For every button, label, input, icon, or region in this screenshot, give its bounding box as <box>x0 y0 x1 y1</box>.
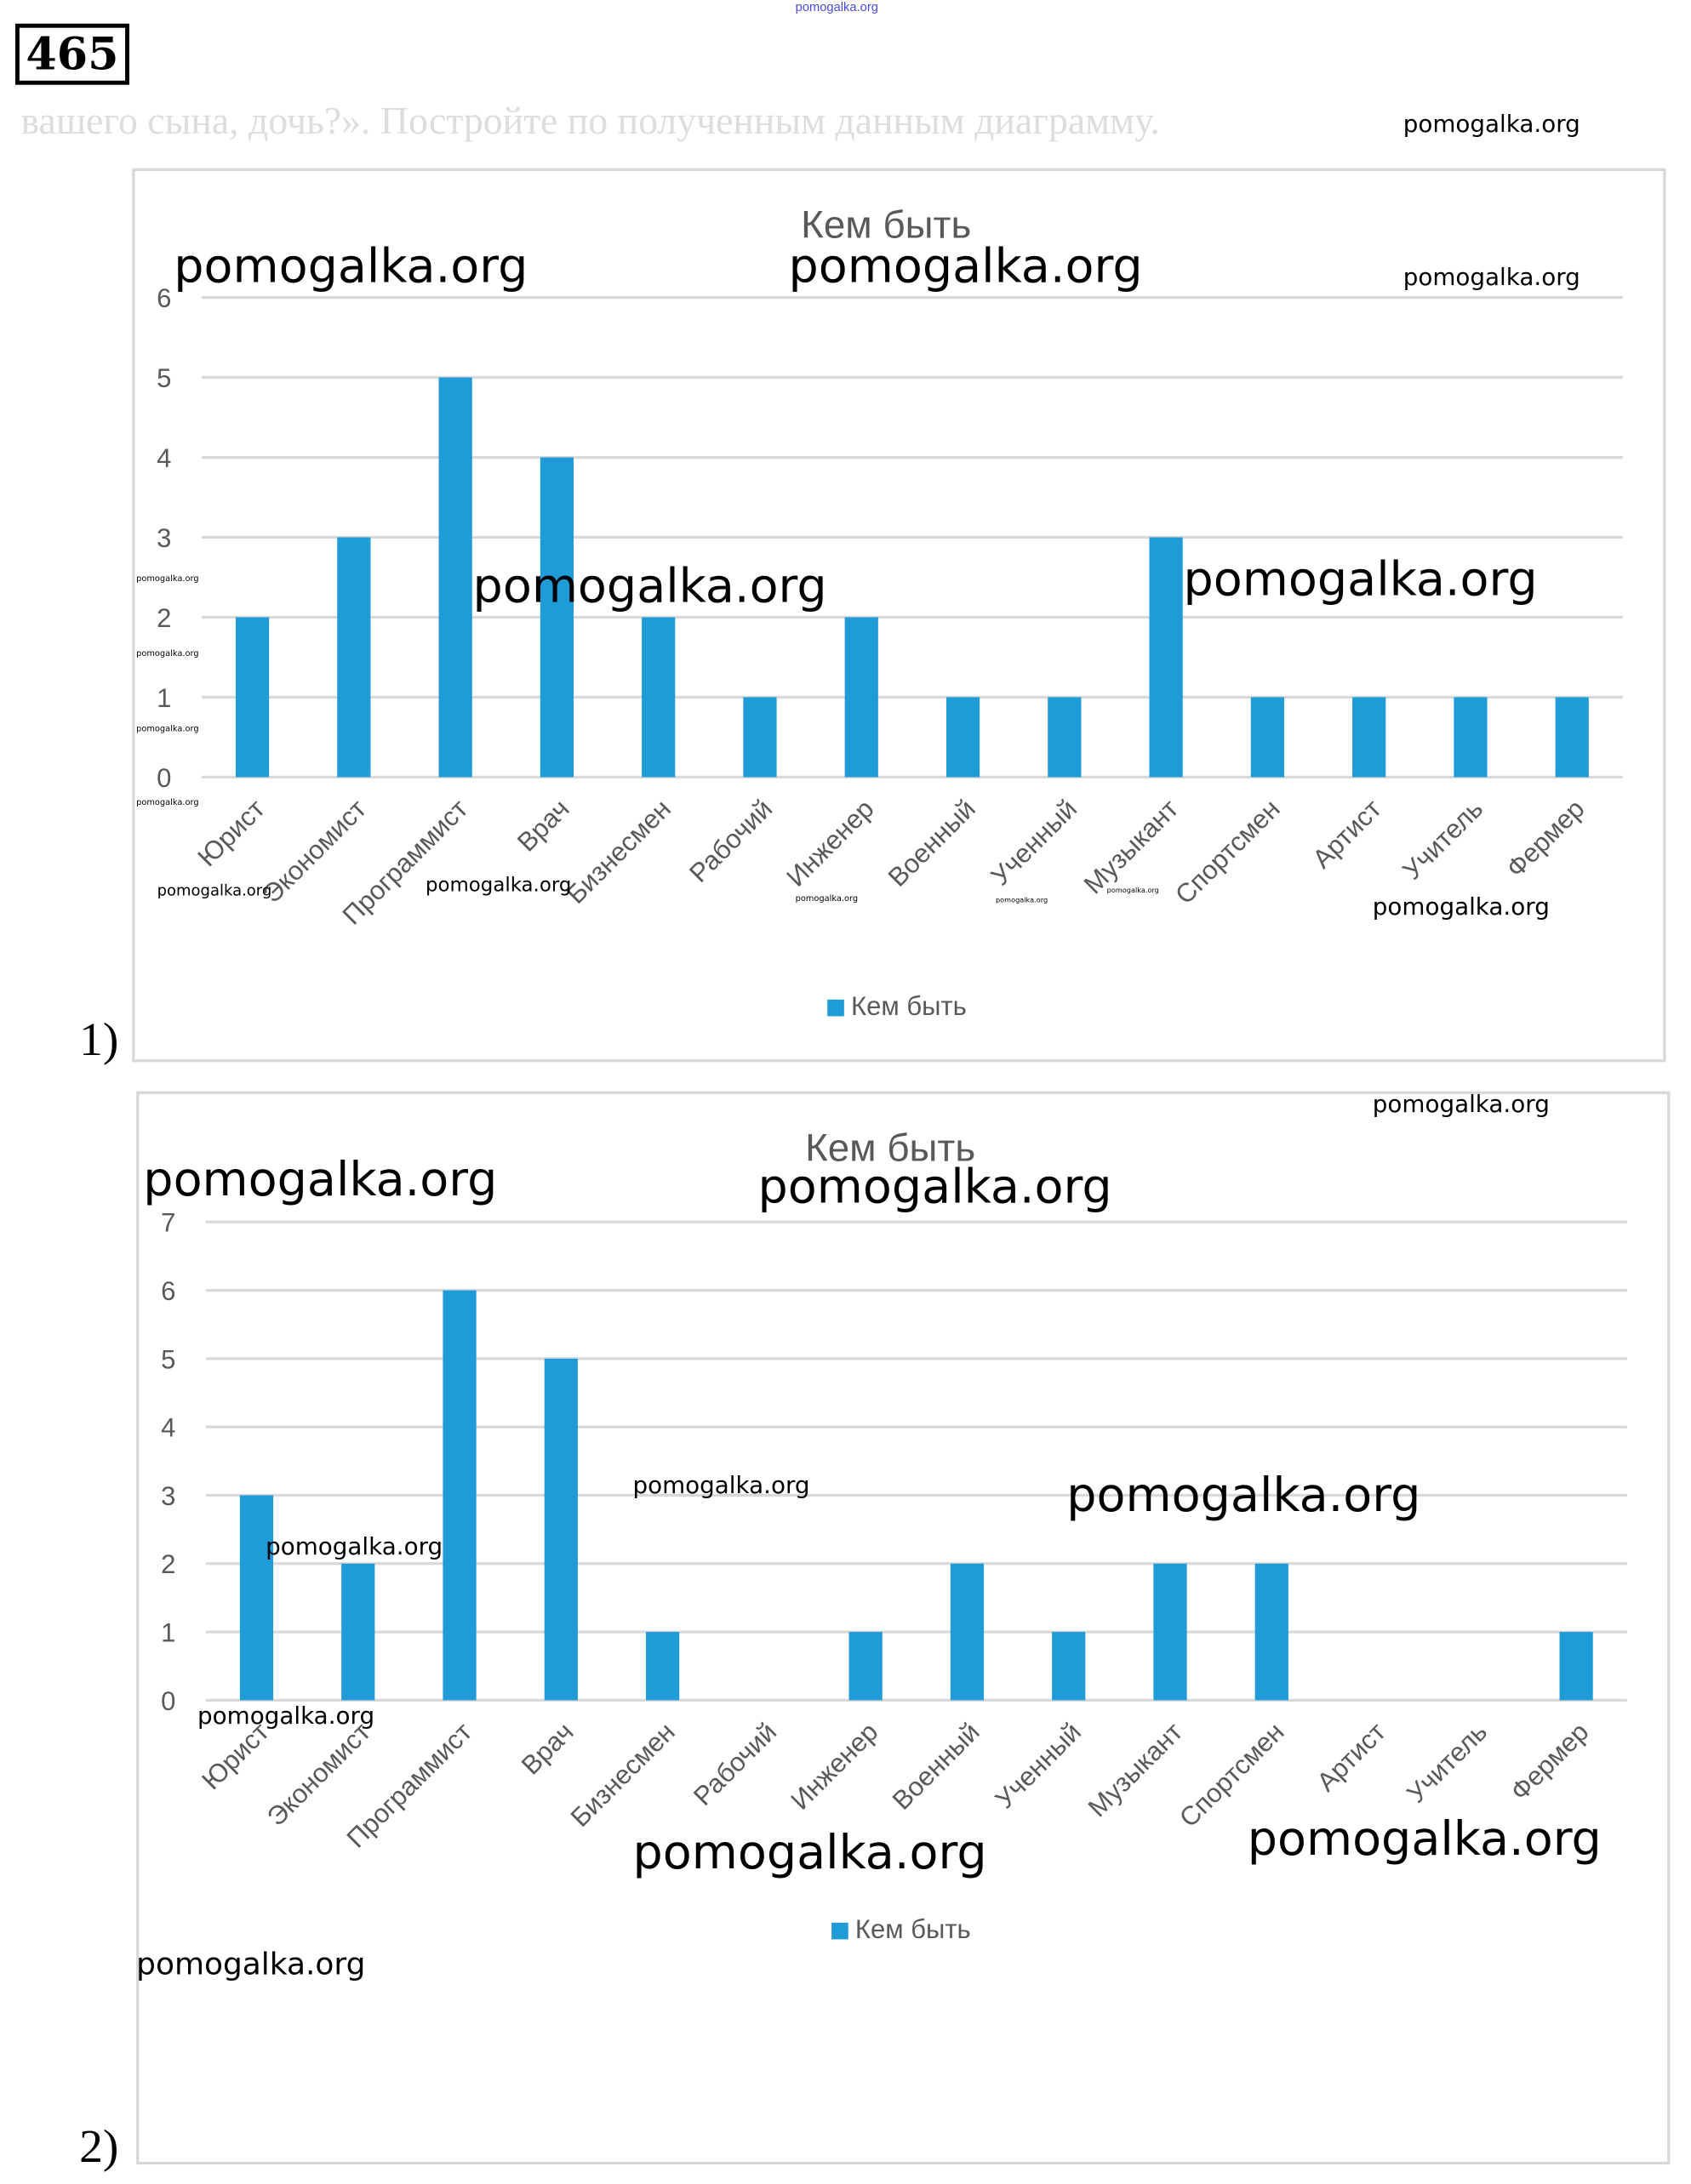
watermark: pomogalka.org <box>1372 1091 1550 1120</box>
legend-label: Кем быть <box>854 1915 971 1945</box>
x-tick-label: Фермер <box>1505 1717 1594 1806</box>
bar-Инженер <box>848 1632 883 1701</box>
bar-Юрист <box>239 1495 274 1701</box>
site-link[interactable]: pomogalka.org <box>795 0 878 14</box>
watermark: pomogalka.org <box>136 1947 366 1983</box>
legend-swatch <box>831 1922 848 1940</box>
legend-swatch <box>827 999 844 1017</box>
y-tick-label: 2 <box>161 1549 175 1579</box>
watermark: pomogalka.org <box>143 1152 498 1208</box>
y-tick-label: 6 <box>157 283 171 313</box>
watermark: pomogalka.org <box>632 1472 810 1501</box>
x-tick-label: Врач <box>516 1717 580 1781</box>
faded-prompt-text: вашего сына, дочь?». Постройте по получе… <box>20 100 1160 144</box>
watermark: pomogalka.org <box>1106 887 1159 896</box>
bar-Программист <box>438 377 472 778</box>
x-tick-label: Военный <box>887 1717 985 1816</box>
watermark: pomogalka.org <box>426 874 572 897</box>
chart-1-legend: Кем быть <box>827 993 967 1024</box>
watermark: pomogalka.org <box>174 239 528 295</box>
watermark: pomogalka.org <box>1247 1811 1602 1868</box>
watermark: pomogalka.org <box>157 881 272 900</box>
y-tick-label: 5 <box>157 363 171 393</box>
x-tick-label: Рабочий <box>688 1717 782 1811</box>
bar-Военный <box>950 1563 985 1701</box>
watermark: pomogalka.org <box>136 573 199 584</box>
watermark: pomogalka.org <box>1372 893 1550 922</box>
y-tick-label: 2 <box>157 603 171 633</box>
bar-Программист <box>443 1290 477 1701</box>
watermark: pomogalka.org <box>197 1702 375 1731</box>
watermark: pomogalka.org <box>472 558 827 615</box>
y-tick-label: 1 <box>161 1618 175 1648</box>
bar-Фермер <box>1555 697 1589 778</box>
watermark: pomogalka.org <box>995 896 1048 905</box>
chart-1-title: Кем быть <box>801 202 972 247</box>
watermark: pomogalka.org <box>266 1533 443 1561</box>
bar-Музыкант <box>1153 1563 1187 1701</box>
x-tick-label: Артист <box>1311 1717 1391 1797</box>
watermark: pomogalka.org <box>788 239 1143 295</box>
chart-2-panel <box>136 1091 1671 2165</box>
chart-2-title: Кем быть <box>805 1126 976 1170</box>
y-tick-label: 3 <box>161 1481 175 1511</box>
x-tick-label: Бизнесмен <box>565 1717 681 1833</box>
y-tick-label: 4 <box>161 1413 175 1443</box>
y-tick-label: 4 <box>157 443 171 473</box>
watermark: pomogalka.org <box>1403 264 1580 293</box>
bar-Учитель <box>1454 697 1488 778</box>
y-tick-label: 5 <box>161 1344 175 1374</box>
watermark: pomogalka.org <box>136 724 199 734</box>
bar-Экономист <box>341 1563 375 1701</box>
part-label-1: 1) <box>79 1014 119 1067</box>
watermark: pomogalka.org <box>1066 1468 1421 1524</box>
bar-Музыкант <box>1149 537 1183 778</box>
bar-Юрист <box>235 617 270 778</box>
legend-label: Кем быть <box>851 992 967 1022</box>
part-label-2: 2) <box>79 2121 119 2173</box>
y-tick-label: 6 <box>161 1276 175 1306</box>
bar-Спортсмен <box>1250 697 1284 778</box>
bar-Рабочий <box>743 697 777 778</box>
problem-number: 465 <box>14 23 129 85</box>
x-tick-label: Музыкант <box>1083 1717 1189 1823</box>
bar-Ученный <box>1052 1632 1086 1701</box>
y-tick-label: 3 <box>157 523 171 553</box>
bar-Фермер <box>1559 1632 1593 1701</box>
bar-Ученный <box>1048 697 1082 778</box>
watermark: pomogalka.org <box>1183 551 1538 608</box>
bar-Артист <box>1352 697 1386 778</box>
y-tick-label: 0 <box>161 1686 175 1716</box>
x-tick-label: Учитель <box>1401 1717 1493 1809</box>
watermark: pomogalka.org <box>632 1825 987 1881</box>
y-tick-label: 7 <box>161 1208 175 1238</box>
y-tick-label: 1 <box>157 683 171 713</box>
chart-2-legend: Кем быть <box>831 1916 971 1947</box>
watermark: pomogalka.org <box>136 649 199 659</box>
bar-Бизнесмен <box>642 617 676 778</box>
watermark: pomogalka.org <box>757 1159 1112 1216</box>
watermark: pomogalka.org <box>795 893 859 904</box>
bar-Бизнесмен <box>645 1632 680 1701</box>
x-tick-label: Инженер <box>785 1717 883 1816</box>
watermark: pomogalka.org <box>136 797 199 808</box>
watermark: pomogalka.org <box>1403 111 1580 140</box>
bar-Врач <box>540 457 574 778</box>
bar-Военный <box>945 697 980 778</box>
x-tick-label: Ученный <box>989 1717 1087 1815</box>
bar-Спортсмен <box>1254 1563 1288 1701</box>
bar-Экономист <box>337 537 371 778</box>
bar-Врач <box>544 1358 578 1701</box>
y-tick-label: 0 <box>157 763 171 793</box>
chart-1-panel <box>132 168 1666 1063</box>
bar-Инженер <box>844 617 878 778</box>
